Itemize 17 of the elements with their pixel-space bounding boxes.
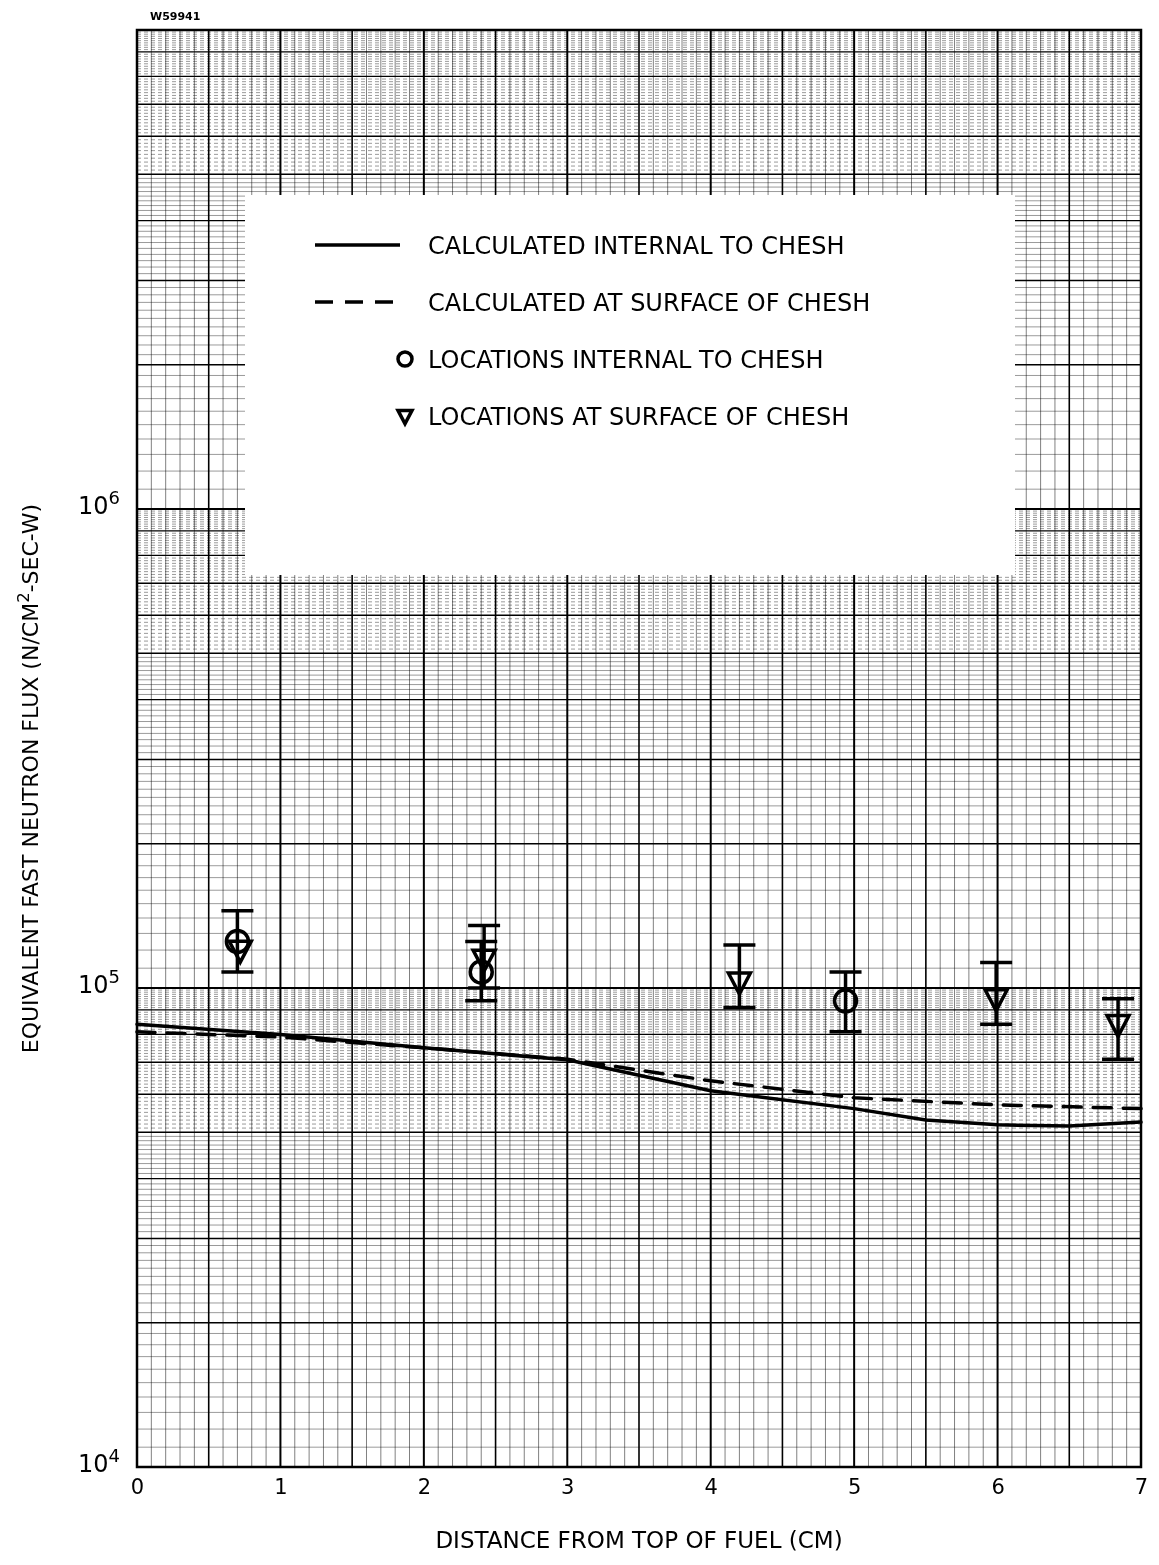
legend-label: LOCATIONS INTERNAL TO CHESH [428, 346, 824, 374]
x-tick-label: 1 [274, 1474, 288, 1499]
x-axis-title: DISTANCE FROM TOP OF FUEL (CM) [435, 1527, 843, 1553]
text: W59941 [150, 10, 201, 23]
legend-label: CALCULATED INTERNAL TO CHESH [428, 232, 845, 260]
legend-label: CALCULATED AT SURFACE OF CHESH [428, 289, 871, 317]
y-tick-label: 10$^{6}$ [78, 486, 120, 521]
x-tick-label: 0 [130, 1474, 145, 1499]
x-tick-label: 3 [561, 1474, 575, 1499]
x-tick-label: 7 [1134, 1474, 1149, 1499]
x-tick-label: 2 [417, 1474, 432, 1499]
x-tick-label: 5 [847, 1474, 862, 1499]
y-tick-label: 10$^{5}$ [78, 965, 120, 1000]
legend-label: LOCATIONS AT SURFACE OF CHESH [428, 403, 850, 431]
x-tick-label: 4 [704, 1474, 718, 1499]
x-tick-label: 6 [991, 1474, 1005, 1499]
y-tick-label: 10$^{4}$ [78, 1444, 120, 1479]
